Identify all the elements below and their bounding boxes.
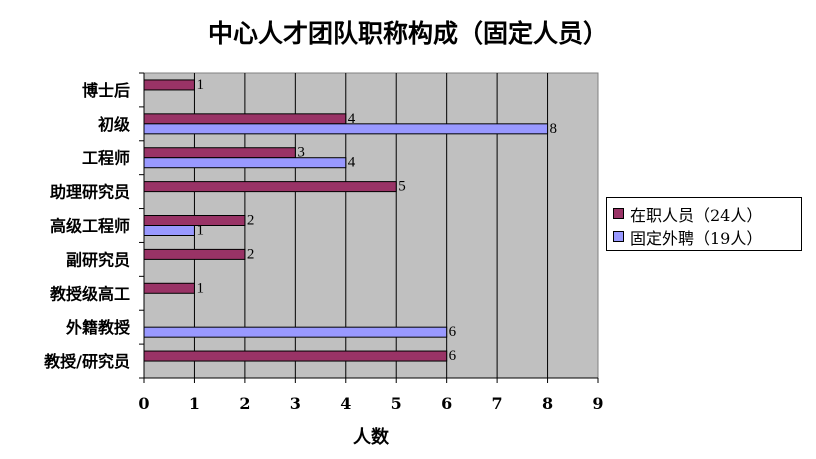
data-label: 4 <box>348 111 356 127</box>
bar <box>143 248 246 260</box>
legend-item-series-1: 在职人员（24人） <box>613 202 795 225</box>
bar <box>143 215 246 226</box>
data-label: 5 <box>398 179 406 195</box>
legend-swatch-series-1 <box>613 208 624 219</box>
bar <box>143 123 549 135</box>
bar <box>143 79 195 91</box>
data-label: 2 <box>247 246 255 262</box>
legend-label-series-2: 固定外聘（19人） <box>630 228 763 248</box>
y-tick-label: 初级 <box>98 115 131 134</box>
x-tick-label: 4 <box>340 394 351 413</box>
legend: 在职人员（24人） 固定外聘（19人） <box>606 197 802 251</box>
x-tick-label: 1 <box>189 394 200 413</box>
bar <box>143 147 296 159</box>
y-tick-label: 教授级高工 <box>50 284 130 303</box>
bar <box>143 326 448 338</box>
x-tick-label: 9 <box>592 394 603 413</box>
x-tick-label: 6 <box>441 394 452 413</box>
y-tick-label: 副研究员 <box>66 250 130 269</box>
y-tick-label: 博士后 <box>82 81 130 100</box>
x-tick-label: 2 <box>239 394 250 413</box>
bar <box>143 113 347 125</box>
legend-item-series-2: 固定外聘（19人） <box>613 225 795 248</box>
x-tick-label: 5 <box>391 394 402 413</box>
y-tick-label: 高级工程师 <box>50 217 130 236</box>
y-tick-label: 助理研究员 <box>50 183 130 202</box>
chart-title: 中心人才团队职称构成（固定人员） <box>207 19 608 48</box>
y-tick-label: 工程师 <box>82 149 130 168</box>
y-tick-label: 教授/研究员 <box>44 352 130 371</box>
x-tick-label: 0 <box>138 394 149 413</box>
y-tick-label: 外籍教授 <box>65 318 131 337</box>
bar <box>143 181 397 193</box>
bar <box>143 157 347 169</box>
data-label: 1 <box>196 77 204 93</box>
legend-swatch-series-2 <box>613 231 624 242</box>
bar <box>143 225 195 236</box>
data-label: 3 <box>297 145 305 161</box>
bar <box>143 350 448 362</box>
data-label: 1 <box>196 280 204 296</box>
legend-label-series-1: 在职人员（24人） <box>630 205 763 225</box>
data-label: 8 <box>550 121 558 137</box>
data-label: 2 <box>247 213 255 229</box>
data-label: 6 <box>449 324 457 340</box>
x-tick-label: 3 <box>290 394 301 413</box>
bar <box>143 282 195 294</box>
data-label: 4 <box>348 155 356 171</box>
x-axis-label: 人数 <box>353 427 389 448</box>
x-tick-label: 7 <box>492 394 503 413</box>
data-label: 1 <box>196 223 204 239</box>
x-tick-label: 8 <box>542 394 553 413</box>
data-label: 6 <box>449 348 457 364</box>
